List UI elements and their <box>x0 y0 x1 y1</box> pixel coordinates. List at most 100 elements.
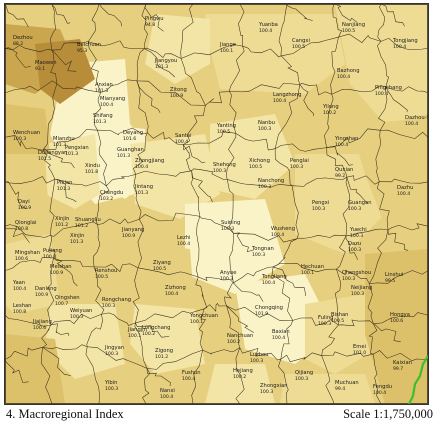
county-index-value: 95.3 <box>77 48 87 54</box>
county-boundary <box>204 303 227 312</box>
county-boundary <box>342 177 350 236</box>
county-boundary <box>235 133 276 151</box>
